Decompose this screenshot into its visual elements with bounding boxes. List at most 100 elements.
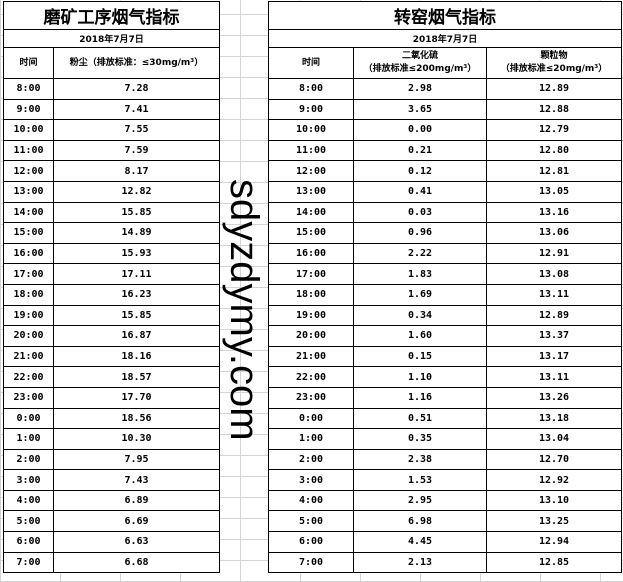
header-dust: 粉尘（排放标准：≤30mg/m³） (53, 47, 220, 79)
table-row: 8:00 2.98 12.89 (268, 78, 623, 100)
time-cell: 9:00 (268, 98, 354, 121)
so2-cell: 0.51 (353, 407, 487, 430)
table-row: 12:00 0.12 12.81 (268, 160, 623, 182)
time-cell: 9:00 (3, 98, 54, 121)
particulate-cell: 13.37 (485, 325, 623, 347)
dust-cell: 14.89 (53, 222, 220, 244)
table-row: 10:00 0.00 12.79 (268, 119, 623, 141)
watermark: sdyzdymy.com (222, 179, 266, 441)
time-cell: 8:00 (3, 78, 54, 100)
table-row: 19:00 15.85 (3, 304, 220, 327)
table-row: 11:00 7.59 (3, 139, 220, 162)
time-cell: 11:00 (3, 139, 54, 162)
table-row: 3:00 1.53 12.92 (268, 469, 623, 491)
table-row: 5:00 6.98 13.25 (268, 510, 623, 533)
so2-cell: 0.03 (353, 201, 487, 224)
dust-cell: 8.17 (53, 160, 220, 182)
dust-cell: 17.11 (53, 263, 220, 285)
particulate-cell: 12.89 (485, 304, 623, 327)
time-cell: 12:00 (3, 160, 54, 182)
time-cell: 23:00 (3, 386, 54, 409)
particulate-cell: 13.04 (485, 428, 623, 450)
so2-cell: 1.16 (353, 386, 487, 409)
table-row: 20:00 1.60 13.37 (268, 325, 623, 347)
dust-cell: 15.85 (53, 304, 220, 327)
particulate-cell: 13.18 (485, 407, 623, 430)
table-row: 4:00 6.89 (3, 489, 220, 512)
time-cell: 17:00 (3, 263, 54, 285)
table-row: 16:00 2.22 12.91 (268, 242, 623, 265)
table-row: 9:00 7.41 (3, 98, 220, 121)
table-row: 23:00 17.70 (3, 386, 220, 409)
table-row: 10:00 7.55 (3, 119, 220, 141)
time-cell: 6:00 (3, 531, 54, 553)
dust-cell: 18.56 (53, 407, 220, 430)
time-cell: 20:00 (268, 325, 354, 347)
table-row: 6:00 6.63 (3, 531, 220, 553)
particulate-cell: 13.06 (485, 222, 623, 244)
time-cell: 7:00 (3, 551, 54, 574)
table-date: 2018年7月7日 (267, 29, 623, 48)
table-row: 15:00 14.89 (3, 222, 220, 244)
dust-cell: 18.16 (53, 345, 220, 368)
dust-cell: 7.41 (53, 98, 220, 121)
time-cell: 2:00 (268, 448, 354, 471)
so2-cell: 0.41 (353, 180, 487, 203)
so2-cell: 4.45 (353, 531, 487, 553)
so2-cell: 1.53 (353, 469, 487, 491)
table-row: 13:00 0.41 13.05 (268, 180, 623, 203)
particulate-cell: 12.70 (485, 448, 623, 471)
particulate-cell: 13.11 (485, 366, 623, 388)
particulate-cell: 12.88 (485, 98, 623, 121)
time-cell: 22:00 (3, 366, 54, 388)
table-row: 2:00 2.38 12.70 (268, 448, 623, 471)
table-row: 21:00 0.15 13.17 (268, 345, 623, 368)
time-cell: 19:00 (3, 304, 54, 327)
dust-cell: 7.43 (53, 469, 220, 491)
table-row: 23:00 1.16 13.26 (268, 386, 623, 409)
particulate-cell: 13.10 (485, 489, 623, 512)
time-cell: 20:00 (3, 325, 54, 347)
table-row: 0:00 0.51 13.18 (268, 407, 623, 430)
time-cell: 6:00 (268, 531, 354, 553)
dust-cell: 16.87 (53, 325, 220, 347)
time-cell: 3:00 (268, 469, 354, 491)
time-cell: 0:00 (268, 407, 354, 430)
table-row: 5:00 6.69 (3, 510, 220, 533)
particulate-cell: 13.26 (485, 386, 623, 409)
so2-cell: 2.13 (353, 551, 487, 574)
kiln-flue-gas-table: 转窑烟气指标 2018年7月7日 时间 二氧化硫 （排放标准≤200mg/m³）… (267, 1, 623, 574)
time-cell: 13:00 (268, 180, 354, 203)
time-cell: 14:00 (3, 201, 54, 224)
time-cell: 13:00 (3, 180, 54, 203)
table-row: 16:00 15.93 (3, 242, 220, 265)
time-cell: 5:00 (268, 510, 354, 533)
time-cell: 11:00 (268, 139, 354, 162)
header-time: 时间 (3, 47, 54, 79)
table-row: 20:00 16.87 (3, 325, 220, 347)
dust-cell: 10.30 (53, 428, 220, 450)
particulate-cell: 12.89 (485, 78, 623, 100)
time-cell: 14:00 (268, 201, 354, 224)
time-cell: 18:00 (268, 283, 354, 306)
time-cell: 5:00 (3, 510, 54, 533)
particulate-cell: 12.91 (485, 242, 623, 265)
dust-cell: 7.55 (53, 119, 220, 141)
dust-cell: 6.68 (53, 551, 220, 574)
table-row: 22:00 18.57 (3, 366, 220, 388)
time-cell: 1:00 (268, 428, 354, 450)
table-row: 3:00 7.43 (3, 469, 220, 491)
time-cell: 18:00 (3, 283, 54, 306)
table-row: 13:00 12.82 (3, 180, 220, 203)
so2-cell: 0.34 (353, 304, 487, 327)
time-cell: 8:00 (268, 78, 354, 100)
so2-cell: 0.12 (353, 160, 487, 182)
time-cell: 1:00 (3, 428, 54, 450)
so2-cell: 2.95 (353, 489, 487, 512)
dust-cell: 12.82 (53, 180, 220, 203)
so2-cell: 0.21 (353, 139, 487, 162)
so2-cell: 0.96 (353, 222, 487, 244)
so2-cell: 3.65 (353, 98, 487, 121)
so2-cell: 2.38 (353, 448, 487, 471)
particulate-cell: 12.81 (485, 160, 623, 182)
